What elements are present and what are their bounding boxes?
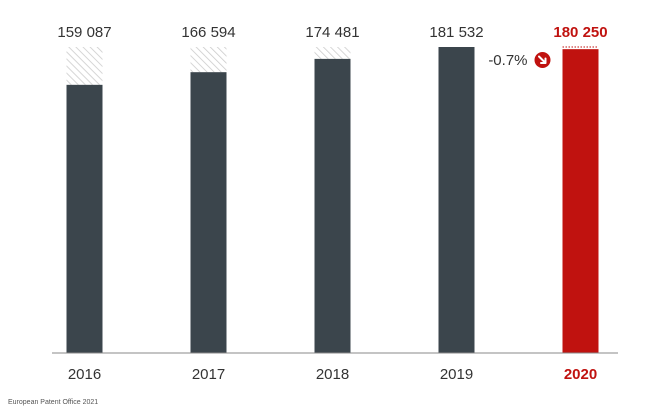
bar-2017 — [190, 72, 227, 353]
tick-label-2016: 2016 — [68, 366, 101, 383]
value-label-2016: 159 087 — [57, 24, 111, 41]
tick-label-2017: 2017 — [192, 366, 225, 383]
tick-label-2020: 2020 — [564, 366, 597, 383]
value-label-2020: 180 250 — [553, 24, 607, 41]
arrow-down-right-icon — [534, 52, 551, 68]
bar-2019 — [438, 47, 475, 353]
value-label-2018: 174 481 — [305, 24, 359, 41]
bar-2016 — [66, 84, 103, 354]
bar-2018 — [314, 58, 351, 354]
change-percent-label: -0.7% — [488, 52, 527, 69]
bar-gap-2017 — [190, 47, 227, 73]
tick-label-2018: 2018 — [316, 366, 349, 383]
tick-label-2019: 2019 — [440, 366, 473, 383]
bar-gap-2016 — [66, 47, 103, 85]
value-label-2019: 181 532 — [429, 24, 483, 41]
bar-gap-2018 — [314, 47, 351, 59]
source-footer: European Patent Office 2021 — [8, 399, 99, 406]
value-label-2017: 166 594 — [181, 24, 235, 41]
bar-2020 — [562, 49, 599, 353]
